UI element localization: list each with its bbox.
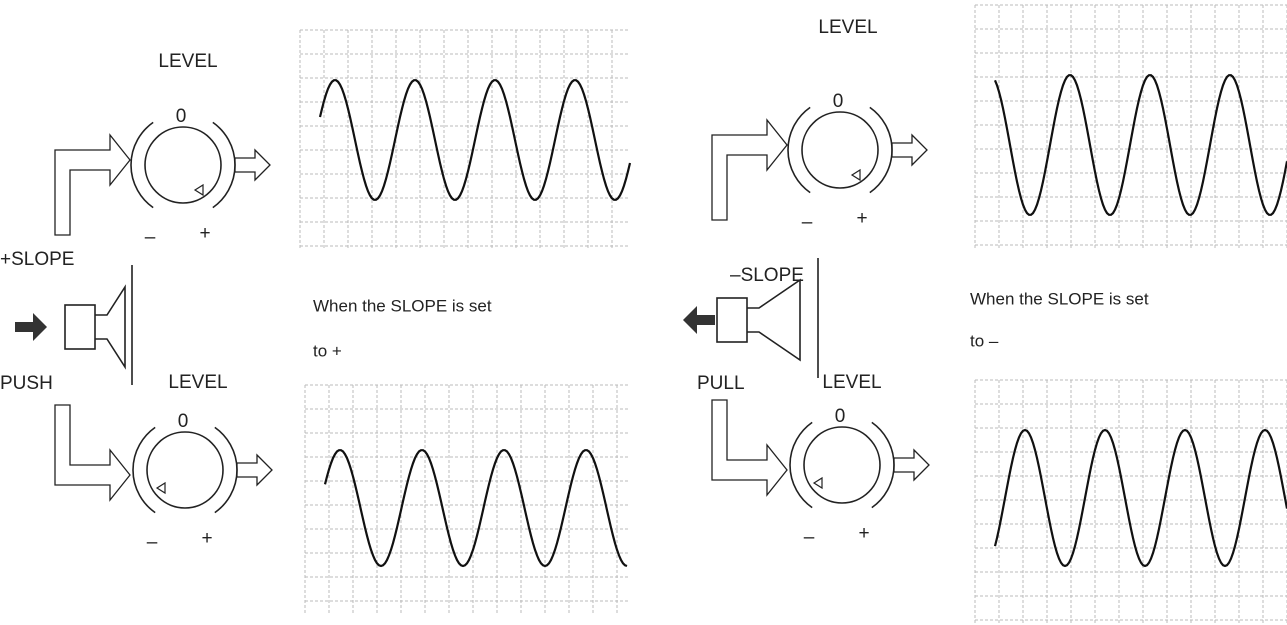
knob-scale [212, 121, 236, 209]
action-label: PULL [697, 373, 745, 394]
slope-button-cone [95, 284, 126, 370]
knob-plus: + [201, 528, 212, 549]
slope-button-cone [747, 278, 801, 362]
level-label: LEVEL [158, 51, 217, 72]
knob [144, 126, 222, 204]
caption-line: When the SLOPE is set [313, 296, 492, 315]
knob-zero: 0 [176, 106, 187, 127]
knob-scale [214, 426, 238, 514]
knob-plus: + [858, 523, 869, 544]
knob-indicator [850, 168, 861, 182]
slope-button [716, 297, 748, 343]
caption-line: to + [313, 341, 342, 360]
in-arrow [711, 399, 788, 497]
knob-scale [130, 121, 154, 209]
slope-label: –SLOPE [730, 265, 804, 286]
out-arrow [234, 148, 271, 182]
out-arrow [893, 448, 930, 482]
level-label: LEVEL [822, 372, 881, 393]
motion-arrow [15, 313, 47, 341]
in-arrow [54, 133, 131, 236]
knob-zero: 0 [835, 406, 846, 427]
knob-minus: – [802, 212, 813, 233]
knob-scale [871, 421, 895, 509]
knob [146, 431, 224, 509]
knob-scale [869, 106, 893, 194]
slope-label: +SLOPE [0, 249, 74, 270]
waveform [993, 428, 1287, 568]
knob-minus: – [804, 527, 815, 548]
action-label: PUSH [0, 373, 53, 394]
waveform [318, 79, 632, 201]
knob-plus: + [199, 223, 210, 244]
knob-scale [132, 426, 156, 514]
knob-indicator [812, 476, 823, 490]
level-label: LEVEL [818, 17, 877, 38]
knob-zero: 0 [178, 411, 189, 432]
in-arrow [711, 118, 788, 221]
out-arrow [891, 133, 928, 167]
knob-scale [787, 106, 811, 194]
knob-scale [789, 421, 813, 509]
slope-button [64, 304, 96, 350]
knob-indicator [155, 481, 166, 495]
knob [803, 426, 881, 504]
knob-zero: 0 [833, 91, 844, 112]
in-arrow [54, 404, 131, 502]
knob-minus: – [145, 227, 156, 248]
out-arrow [236, 453, 273, 487]
knob-indicator [193, 183, 204, 197]
knob-minus: – [147, 532, 158, 553]
waveform [993, 74, 1287, 216]
knob-plus: + [856, 208, 867, 229]
level-label: LEVEL [168, 372, 227, 393]
caption-line: When the SLOPE is set [970, 289, 1149, 308]
waveform [323, 449, 628, 568]
caption-line: to – [970, 331, 999, 350]
knob [801, 111, 879, 189]
motion-arrow [683, 306, 715, 334]
